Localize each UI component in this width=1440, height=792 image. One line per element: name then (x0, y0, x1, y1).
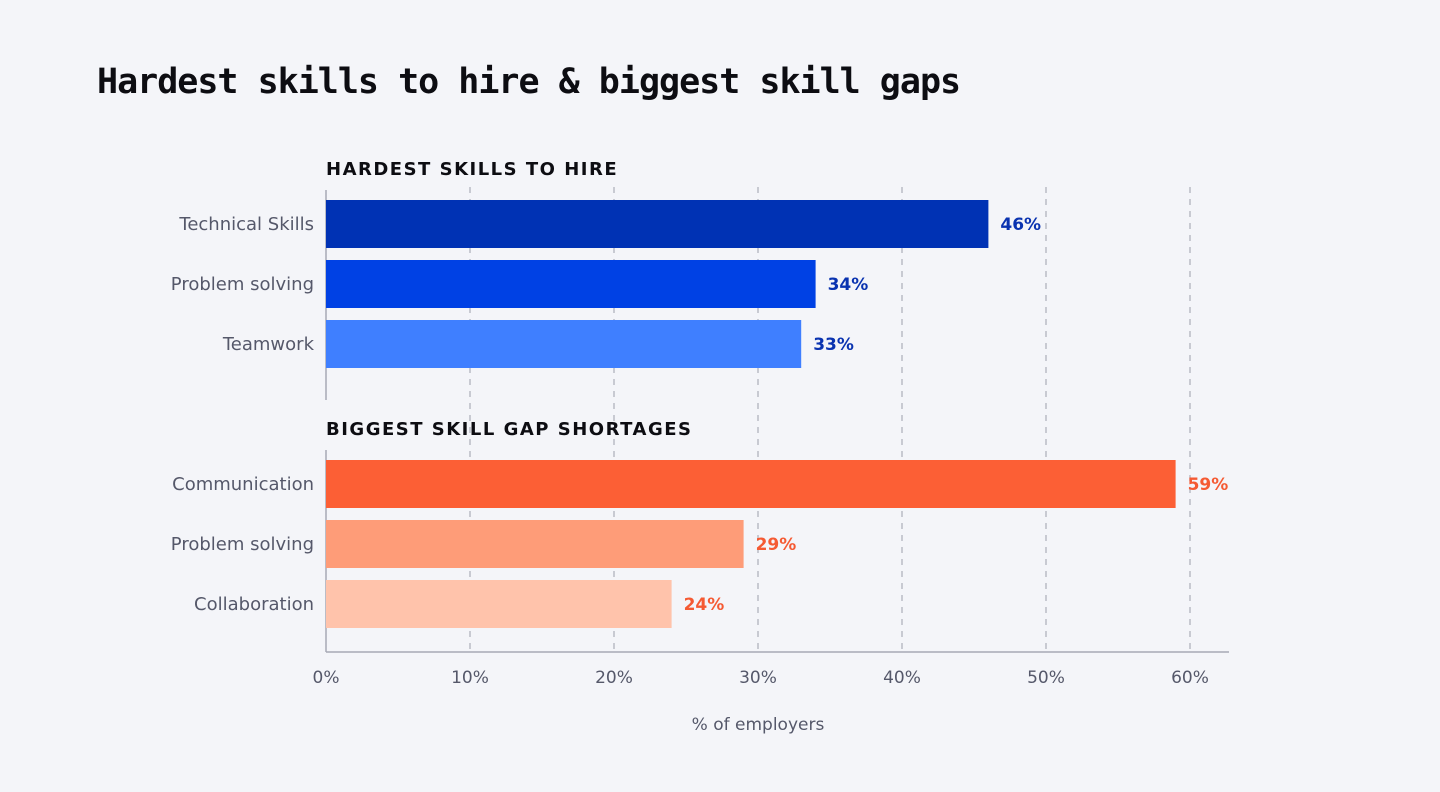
value-label: 59% (1188, 475, 1229, 495)
bar (326, 320, 802, 368)
bar-group: HARDEST SKILLS TO HIRE Technical Skills 46… (171, 159, 1041, 368)
category-label: Technical Skills (178, 214, 314, 235)
category-label: Teamwork (222, 334, 315, 355)
bar (326, 580, 672, 628)
bar (326, 260, 816, 308)
x-tick-label: 30% (739, 668, 777, 688)
bar (326, 460, 1176, 508)
section-title: BIGGEST SKILL GAP SHORTAGES (326, 419, 692, 440)
bar-group: BIGGEST SKILL GAP SHORTAGES Communication… (171, 419, 1229, 628)
category-label: Problem solving (171, 274, 314, 295)
category-label: Problem solving (171, 534, 314, 555)
value-label: 24% (684, 595, 725, 615)
category-label: Collaboration (194, 594, 314, 615)
value-label: 46% (1000, 215, 1041, 235)
x-tick-label: 10% (451, 668, 489, 688)
x-tick-label: 0% (313, 668, 340, 688)
x-tick-label: 40% (883, 668, 921, 688)
bar-groups: HARDEST SKILLS TO HIRE Technical Skills 46… (171, 159, 1229, 628)
x-axis-ticks: 0% 10% 20% 30% 40% 50% 60% (313, 668, 1209, 688)
bar (326, 520, 744, 568)
bar (326, 200, 989, 248)
value-label: 34% (828, 275, 869, 295)
x-tick-label: 50% (1027, 668, 1065, 688)
x-tick-label: 20% (595, 668, 633, 688)
category-label: Communication (172, 474, 314, 495)
value-label: 33% (813, 335, 854, 355)
value-label: 29% (756, 535, 797, 555)
page-title: Hardest skills to hire & biggest skill g… (97, 62, 961, 102)
x-axis-title: % of employers (692, 715, 825, 735)
x-tick-label: 60% (1171, 668, 1209, 688)
section-title: HARDEST SKILLS TO HIRE (326, 159, 618, 180)
